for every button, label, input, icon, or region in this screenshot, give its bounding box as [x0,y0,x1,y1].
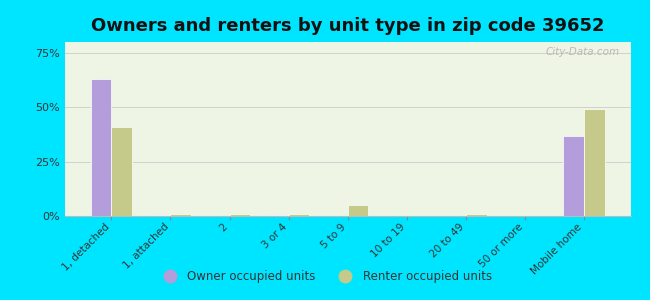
Bar [564,136,584,216]
Text: City-Data.com: City-Data.com [545,47,619,57]
Bar [466,214,487,216]
Bar [289,214,309,216]
Title: Owners and renters by unit type in zip code 39652: Owners and renters by unit type in zip c… [91,17,604,35]
Bar [111,127,132,216]
Bar [348,205,369,216]
Bar [229,214,250,216]
Legend: Owner occupied units, Renter occupied units: Owner occupied units, Renter occupied un… [153,266,497,288]
Bar [268,215,289,216]
Bar [584,110,604,216]
Bar [170,214,191,216]
Bar [91,79,111,216]
Bar [150,215,170,216]
